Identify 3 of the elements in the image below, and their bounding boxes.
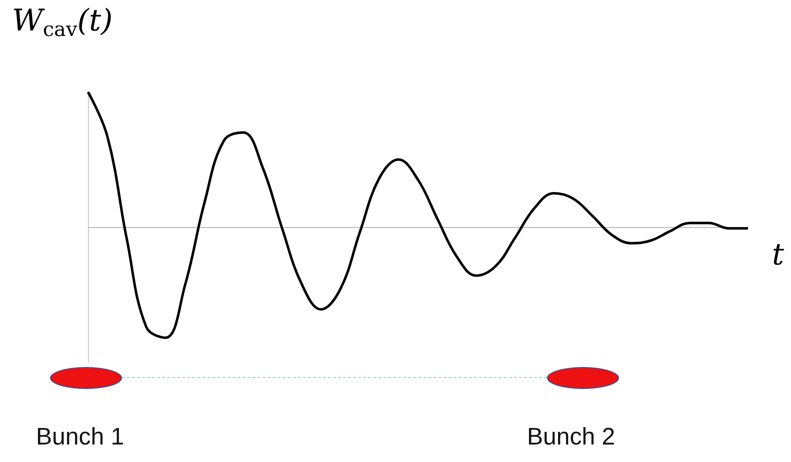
x-axis-title: t — [772, 238, 785, 272]
text: Bunch 1 — [36, 424, 124, 450]
text: Bunch 2 — [527, 424, 616, 450]
